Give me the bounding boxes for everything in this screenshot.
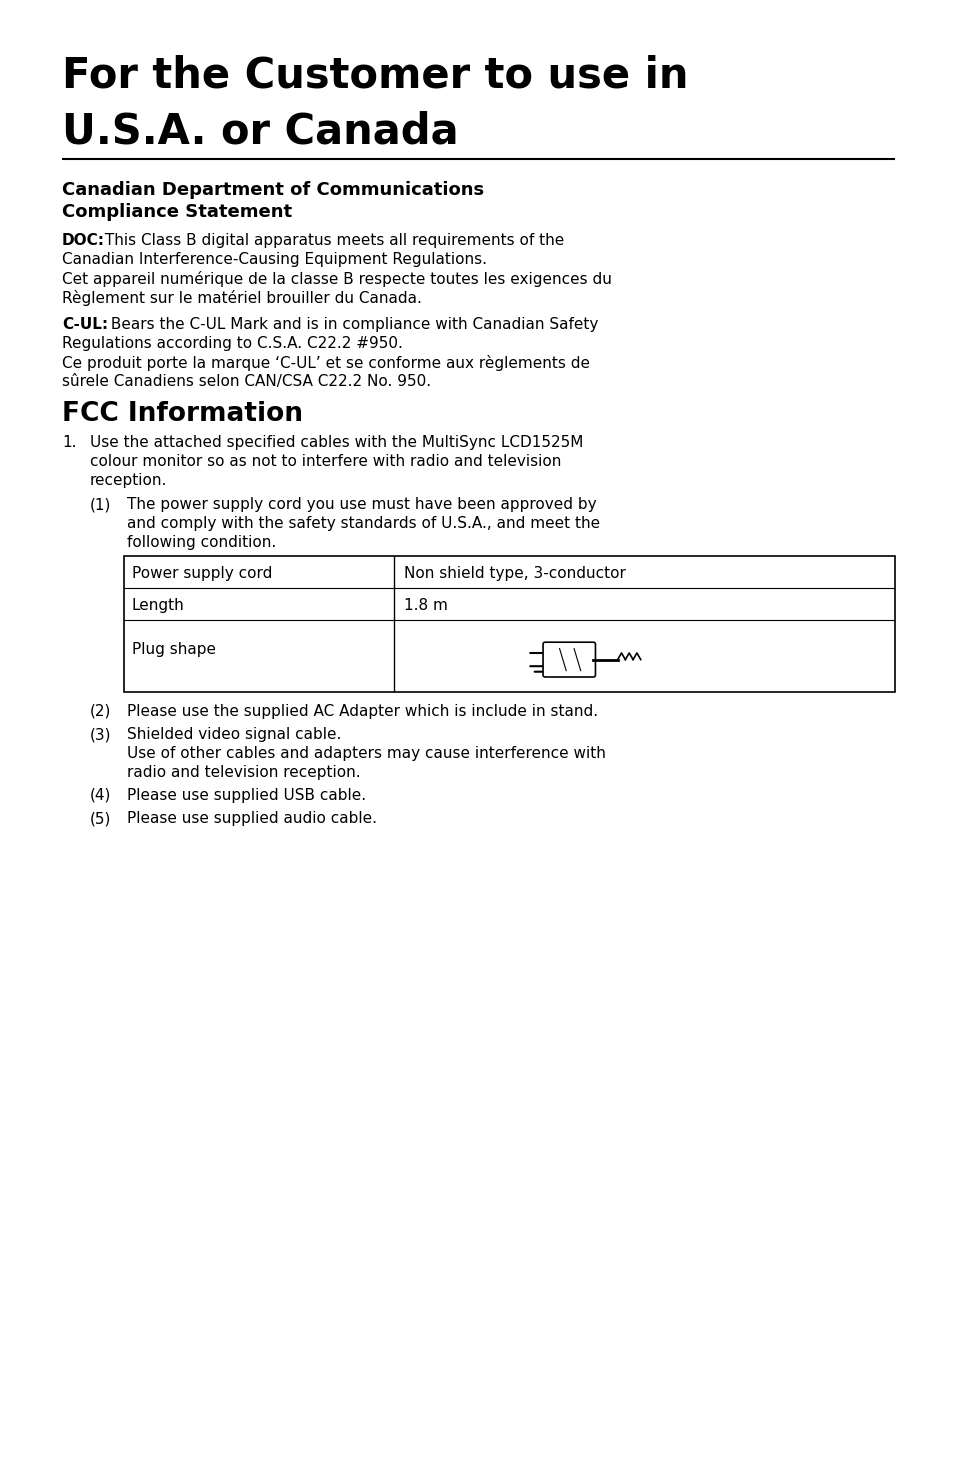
Text: For the Customer to use in: For the Customer to use in	[62, 55, 688, 97]
Text: 1.: 1.	[62, 435, 76, 450]
Text: Règlement sur le matériel brouiller du Canada.: Règlement sur le matériel brouiller du C…	[62, 291, 421, 305]
Text: 1.8 m: 1.8 m	[403, 597, 447, 612]
Text: (5): (5)	[90, 811, 112, 826]
Text: radio and television reception.: radio and television reception.	[127, 766, 360, 780]
Bar	[124, 556, 894, 692]
Text: Plug shape: Plug shape	[132, 642, 215, 656]
Text: (1): (1)	[90, 497, 112, 512]
Text: Shielded video signal cable.: Shielded video signal cable.	[127, 727, 341, 742]
Text: Ce produit porte la marque ‘C-UL’ et se conforme aux règlements de: Ce produit porte la marque ‘C-UL’ et se …	[62, 355, 589, 372]
FancyBboxPatch shape	[542, 642, 595, 677]
Text: Compliance Statement: Compliance Statement	[62, 204, 292, 221]
Text: Non shield type, 3-conductor: Non shield type, 3-conductor	[403, 565, 625, 581]
Text: This Class B digital apparatus meets all requirements of the: This Class B digital apparatus meets all…	[100, 233, 563, 248]
Text: (2): (2)	[90, 704, 112, 718]
Text: Use the attached specified cables with the MultiSync LCD1525M: Use the attached specified cables with t…	[90, 435, 583, 450]
Text: reception.: reception.	[90, 473, 167, 488]
Text: Please use the supplied AC Adapter which is include in stand.: Please use the supplied AC Adapter which…	[127, 704, 598, 718]
Text: U.S.A. or Canada: U.S.A. or Canada	[62, 111, 458, 153]
Text: Use of other cables and adapters may cause interference with: Use of other cables and adapters may cau…	[127, 746, 605, 761]
Text: Canadian Department of Communications: Canadian Department of Communications	[62, 181, 483, 199]
Text: Length: Length	[132, 597, 185, 612]
Text: C-UL:: C-UL:	[62, 317, 108, 332]
Text: colour monitor so as not to interfere with radio and television: colour monitor so as not to interfere wi…	[90, 454, 560, 469]
Text: Canadian Interference-Causing Equipment Regulations.: Canadian Interference-Causing Equipment …	[62, 252, 486, 267]
Text: The power supply cord you use must have been approved by: The power supply cord you use must have …	[127, 497, 596, 512]
Text: Please use supplied USB cable.: Please use supplied USB cable.	[127, 788, 366, 802]
Text: sûrele Canadiens selon CAN/CSA C22.2 No. 950.: sûrele Canadiens selon CAN/CSA C22.2 No.…	[62, 375, 431, 389]
Text: FCC Information: FCC Information	[62, 401, 303, 426]
Text: Cet appareil numérique de la classe B respecte toutes les exigences du: Cet appareil numérique de la classe B re…	[62, 271, 611, 288]
Text: Regulations according to C.S.A. C22.2 #950.: Regulations according to C.S.A. C22.2 #9…	[62, 336, 402, 351]
Text: Bears the C-UL Mark and is in compliance with Canadian Safety: Bears the C-UL Mark and is in compliance…	[106, 317, 598, 332]
Text: (4): (4)	[90, 788, 112, 802]
Text: DOC:: DOC:	[62, 233, 105, 248]
Text: Power supply cord: Power supply cord	[132, 565, 273, 581]
Text: and comply with the safety standards of U.S.A., and meet the: and comply with the safety standards of …	[127, 516, 599, 531]
Text: Please use supplied audio cable.: Please use supplied audio cable.	[127, 811, 376, 826]
Text: (3): (3)	[90, 727, 112, 742]
Text: following condition.: following condition.	[127, 535, 276, 550]
